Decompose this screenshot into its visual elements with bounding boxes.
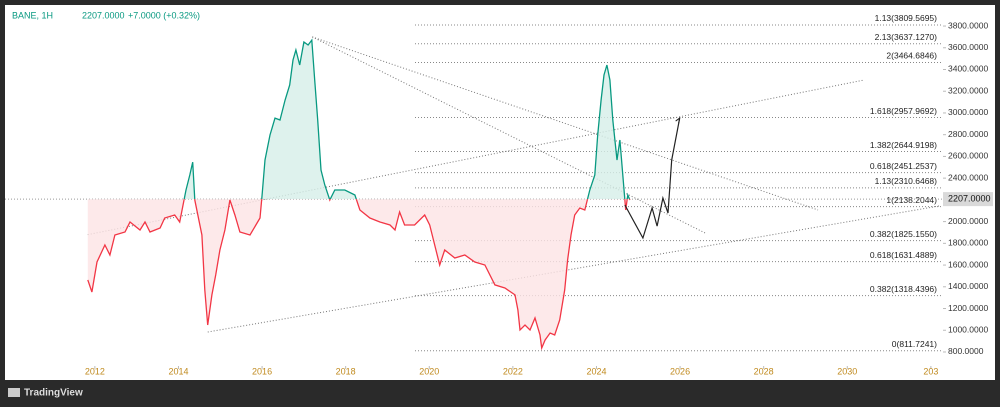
header-price: 2207.0000 — [82, 10, 125, 20]
price-box — [943, 192, 993, 207]
brand: TradingView — [24, 388, 83, 399]
trendline — [312, 36, 819, 211]
fib-label: 0.382(1318.4396) — [870, 284, 937, 294]
area-below — [87, 199, 630, 348]
fib-label: 0.382(1825.1550) — [870, 229, 937, 239]
trendline — [312, 36, 706, 234]
line-below — [87, 199, 631, 351]
x-tick-label: 203 — [923, 366, 938, 376]
y-tick-label: 2800.0000 — [948, 129, 988, 139]
x-tick-label: 2018 — [336, 366, 356, 376]
symbol: BANE, 1H — [12, 10, 53, 20]
fib-label: 1.618(2957.9692) — [870, 106, 937, 116]
y-tick-label: 3200.0000 — [948, 85, 988, 95]
y-tick-label: 3400.0000 — [948, 64, 988, 74]
fib-label: 1(2138.2044) — [886, 195, 937, 205]
x-tick-label: 2028 — [754, 366, 774, 376]
y-tick-label: 2600.0000 — [948, 151, 988, 161]
x-tick-label: 2030 — [837, 366, 857, 376]
plot-background — [5, 5, 995, 380]
fib-label: 2(3464.6846) — [886, 51, 937, 61]
price-box-label: 2207.0000 — [948, 193, 991, 203]
line-above — [183, 38, 631, 200]
fib-label: 0(811.7241) — [892, 339, 937, 349]
y-tick-label: 800.0000 — [948, 346, 984, 356]
x-tick-label: 2022 — [503, 366, 523, 376]
y-tick-label: 2000.0000 — [948, 216, 988, 226]
x-tick-label: 2012 — [85, 366, 105, 376]
logo: TradingView — [8, 388, 83, 399]
y-tick-label: 3600.0000 — [948, 42, 988, 52]
y-tick-label: 1600.0000 — [948, 259, 988, 269]
arrow-head — [675, 116, 681, 124]
x-tick-label: 2020 — [419, 366, 439, 376]
y-tick-label: 1800.0000 — [948, 238, 988, 248]
y-tick-label: 1200.0000 — [948, 303, 988, 313]
y-tick-label: 3800.0000 — [948, 20, 988, 30]
fib-label: 1.13(3809.5695) — [875, 13, 938, 23]
logo-icon — [8, 388, 20, 397]
header-change: +7.0000 (+0.32%) — [128, 10, 200, 20]
y-tick-label: 1000.0000 — [948, 325, 988, 335]
fib-label: 1.382(2644.9198) — [870, 140, 937, 150]
fib-label: 0.618(2451.2537) — [870, 161, 937, 171]
trendline — [207, 205, 940, 333]
x-tick-label: 2016 — [252, 366, 272, 376]
y-tick-label: 2400.0000 — [948, 172, 988, 182]
x-tick-label: 2014 — [168, 366, 188, 376]
projection-line — [624, 117, 681, 240]
fib-label: 1.13(2310.6468) — [875, 176, 938, 186]
fib-label: 2.13(3637.1270) — [875, 32, 938, 42]
y-tick-label: 1400.0000 — [948, 281, 988, 291]
y-tick-label: 3000.0000 — [948, 107, 988, 117]
x-tick-label: 2024 — [586, 366, 606, 376]
x-tick-label: 2026 — [670, 366, 690, 376]
fib-label: 0.618(1631.4889) — [870, 250, 937, 260]
